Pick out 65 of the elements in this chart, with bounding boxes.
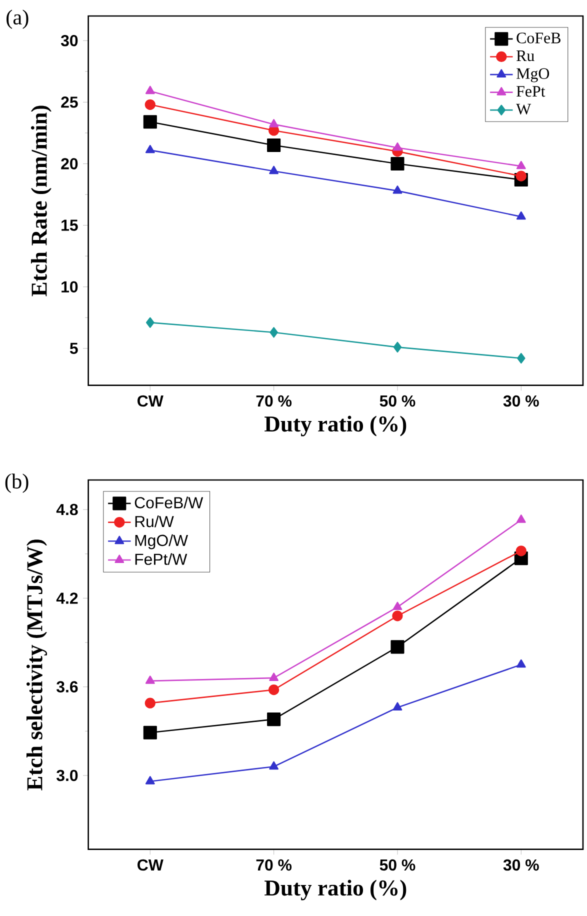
point [390, 156, 404, 171]
legend-label: W [516, 104, 532, 115]
legend-label: FePt [516, 86, 546, 97]
point [143, 726, 157, 740]
legend-label: Ru [516, 50, 534, 62]
point [392, 702, 402, 710]
legend-label: MgO [516, 68, 550, 82]
y-tick-label: 20 [61, 158, 78, 170]
x-tick-label: 70 % [256, 395, 292, 407]
point [145, 776, 155, 784]
point [516, 659, 526, 668]
point [144, 99, 156, 110]
y-tick-label: 3.6 [56, 681, 78, 692]
point [269, 166, 279, 174]
point [144, 698, 156, 708]
point [270, 327, 278, 338]
text: (b) [5, 474, 28, 493]
x-tick-label: 50 % [380, 395, 416, 407]
point [393, 342, 402, 352]
x-tick-label: CW [138, 859, 164, 871]
text: (a) [6, 10, 28, 29]
legend-label: FePt/W [135, 553, 188, 565]
point [516, 160, 526, 170]
point [392, 142, 402, 151]
point [516, 546, 526, 556]
x-axis-title: Duty ratio (%) [264, 880, 406, 900]
point [390, 640, 404, 654]
point [269, 761, 279, 770]
point [392, 186, 402, 194]
point [143, 115, 157, 129]
point [516, 170, 526, 182]
legend-label: CoFeB [516, 32, 560, 44]
y-tick-label: 5 [70, 342, 78, 354]
x-axis-title: Duty ratio (%) [264, 416, 406, 436]
x-tick-label: CW [138, 395, 164, 407]
x-tick-label: 70 % [256, 859, 292, 871]
point [516, 352, 526, 364]
point [145, 144, 155, 154]
point [269, 119, 279, 128]
point [516, 514, 526, 523]
y-tick-label: 25 [61, 96, 78, 108]
point [145, 676, 155, 684]
y-tick-label: 3.0 [56, 770, 78, 782]
point [267, 712, 281, 726]
legend-label: Ru/W [135, 516, 174, 528]
point [146, 317, 154, 328]
x-tick-label: 50 % [380, 859, 416, 871]
point [516, 211, 526, 220]
y-tick-label: 4.2 [56, 592, 78, 604]
y-tick-label: 10 [62, 281, 78, 292]
point [392, 602, 402, 610]
y-tick-label: 30 [60, 34, 78, 46]
x-tick-label: 30 % [503, 859, 539, 871]
legend-label: CoFeB/W [134, 496, 204, 508]
y-axis-title: Etch selectivity (MTJs/W) [26, 540, 48, 790]
point [392, 610, 403, 622]
point [269, 672, 279, 681]
y-tick-label: 15 [62, 220, 78, 231]
point [267, 138, 281, 152]
x-tick-label: 30 % [503, 395, 539, 407]
y-tick-label: 4.8 [56, 504, 78, 516]
point [145, 86, 155, 94]
legend-label: MgO/W [135, 534, 188, 550]
y-axis-title: Etch Rate (nm/min) [30, 106, 52, 296]
point [268, 684, 280, 696]
